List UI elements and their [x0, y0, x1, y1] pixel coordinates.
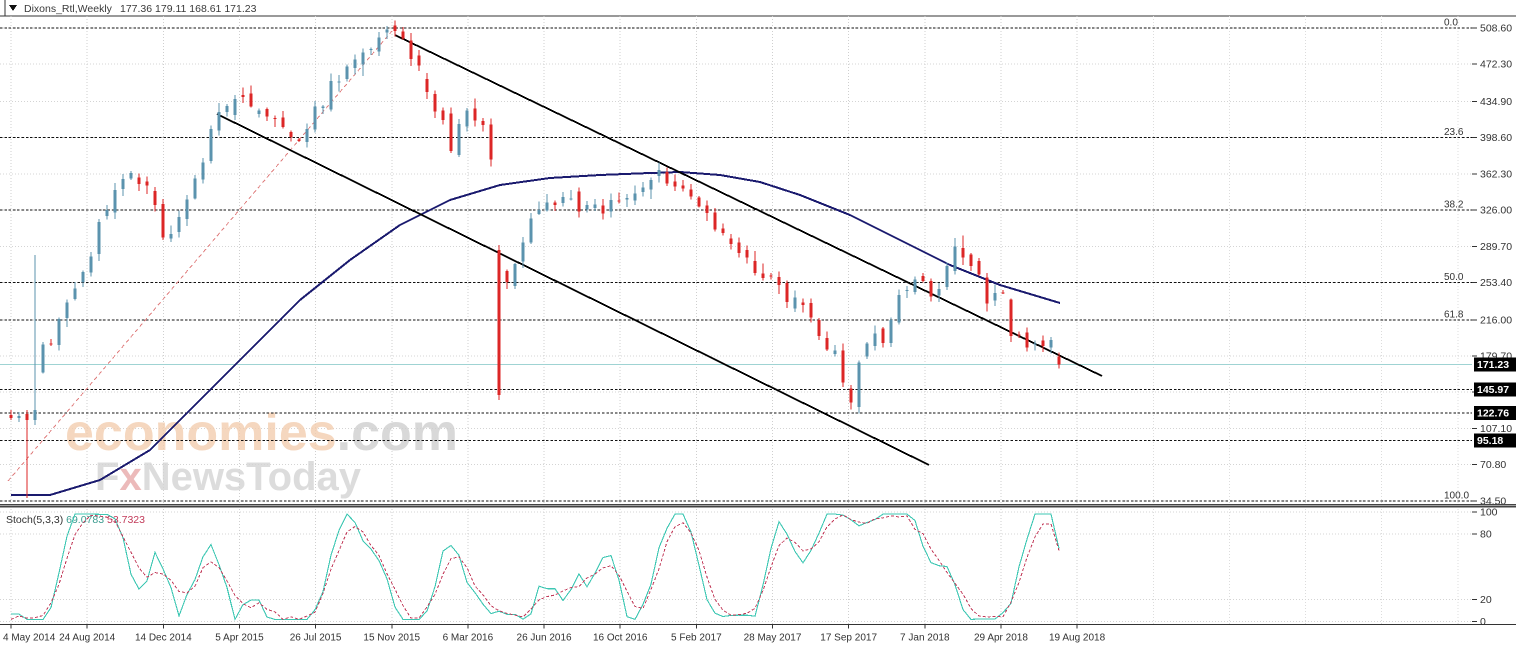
- svg-text:289.70: 289.70: [1480, 241, 1512, 253]
- svg-text:5 Feb 2017: 5 Feb 2017: [671, 633, 722, 644]
- svg-text:26 Jun 2016: 26 Jun 2016: [517, 633, 572, 644]
- svg-text:80: 80: [1480, 528, 1492, 540]
- svg-text:6 Mar 2016: 6 Mar 2016: [443, 633, 494, 644]
- svg-text:28 May 2017: 28 May 2017: [744, 633, 802, 644]
- svg-text:economies.com: economies.com: [65, 404, 458, 462]
- svg-text:Stoch(5,3,3) 69.0783 53.7323: Stoch(5,3,3) 69.0783 53.7323: [6, 514, 145, 526]
- svg-text:5 Apr 2015: 5 Apr 2015: [215, 633, 264, 644]
- svg-text:398.60: 398.60: [1480, 132, 1512, 144]
- svg-text:0: 0: [1480, 616, 1486, 628]
- svg-text:23.6: 23.6: [1444, 127, 1464, 138]
- svg-text:7 Jan 2018: 7 Jan 2018: [900, 633, 950, 644]
- svg-text:122.76: 122.76: [1477, 407, 1509, 419]
- svg-text:17 Sep 2017: 17 Sep 2017: [820, 633, 877, 644]
- svg-text:472.30: 472.30: [1480, 59, 1512, 71]
- svg-text:107.10: 107.10: [1480, 423, 1512, 435]
- svg-text:508.60: 508.60: [1480, 22, 1512, 34]
- svg-text:19 Aug 2018: 19 Aug 2018: [1049, 633, 1106, 644]
- svg-text:38.2: 38.2: [1444, 200, 1464, 211]
- svg-text:61.8: 61.8: [1444, 309, 1464, 320]
- svg-text:253.40: 253.40: [1480, 277, 1512, 289]
- svg-text:362.30: 362.30: [1480, 168, 1512, 180]
- svg-text:29 Apr 2018: 29 Apr 2018: [974, 633, 1028, 644]
- svg-text:26 Jul 2015: 26 Jul 2015: [290, 633, 342, 644]
- svg-text:171.23: 171.23: [1477, 359, 1509, 371]
- svg-text:326.00: 326.00: [1480, 205, 1512, 217]
- svg-text:FxNewsToday: FxNewsToday: [95, 455, 362, 499]
- svg-text:15 Nov 2015: 15 Nov 2015: [363, 633, 420, 644]
- svg-text:4 May 2014: 4 May 2014: [3, 633, 56, 644]
- svg-text:216.00: 216.00: [1480, 314, 1512, 326]
- svg-text:95.18: 95.18: [1477, 435, 1503, 447]
- svg-text:24 Aug 2014: 24 Aug 2014: [59, 633, 116, 644]
- svg-text:177.36 179.11 168.61 171.23: 177.36 179.11 168.61 171.23: [120, 3, 257, 15]
- svg-text:145.97: 145.97: [1477, 384, 1509, 396]
- svg-text:100.0: 100.0: [1444, 490, 1469, 501]
- svg-text:434.90: 434.90: [1480, 96, 1512, 108]
- svg-text:0.0: 0.0: [1444, 17, 1458, 28]
- svg-text:100: 100: [1480, 506, 1498, 518]
- svg-text:70.80: 70.80: [1480, 459, 1506, 471]
- svg-text:14 Dec 2014: 14 Dec 2014: [135, 633, 192, 644]
- svg-text:50.0: 50.0: [1444, 272, 1464, 283]
- svg-text:16 Oct 2016: 16 Oct 2016: [593, 633, 648, 644]
- svg-text:Dixons_Rtl,Weekly: Dixons_Rtl,Weekly: [24, 3, 113, 15]
- svg-text:20: 20: [1480, 594, 1492, 606]
